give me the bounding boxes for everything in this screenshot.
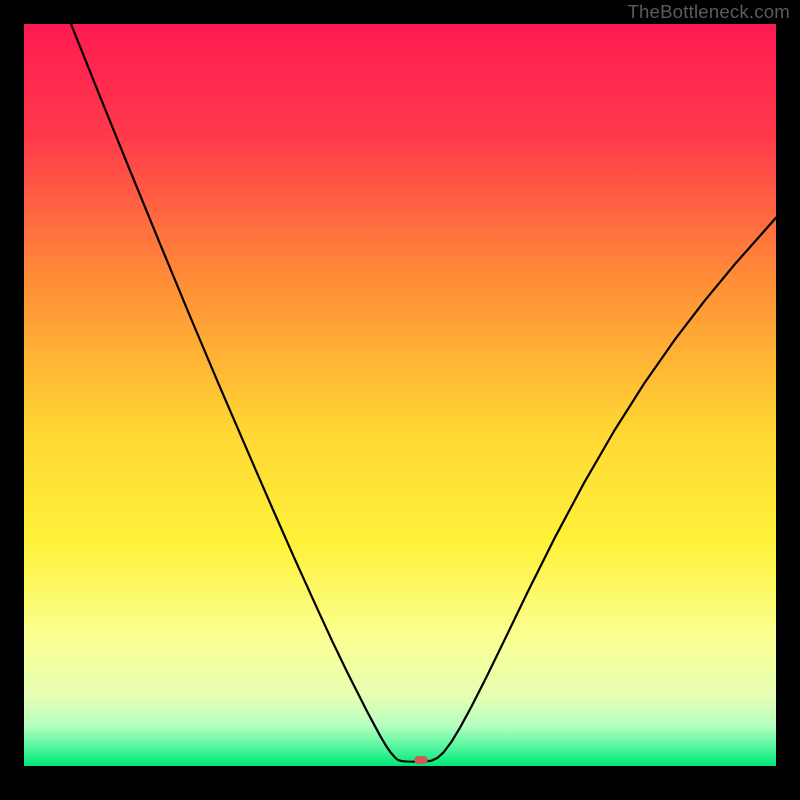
chart-svg xyxy=(24,24,776,766)
minimum-marker xyxy=(414,756,428,764)
chart-plot-area xyxy=(24,24,776,766)
watermark-text: TheBottleneck.com xyxy=(627,0,800,24)
chart-background xyxy=(24,24,776,766)
chart-outer-frame: TheBottleneck.com xyxy=(0,0,800,800)
